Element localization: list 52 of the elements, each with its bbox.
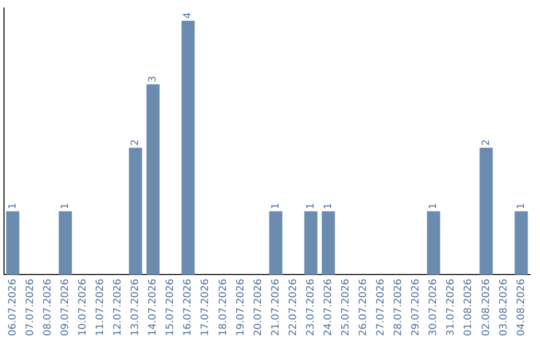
bar: [514, 211, 528, 275]
data-label: 1: [516, 202, 527, 210]
x-tick-label: 09.07.2026: [60, 278, 71, 336]
x-tick-label: 30.07.2026: [428, 278, 440, 336]
x-tick-label: 04.08.2026: [516, 278, 527, 336]
x-tick-label: 07.07.2026: [24, 278, 36, 336]
data-label: 1: [305, 202, 316, 210]
x-tick-label: 15.07.2026: [165, 278, 176, 336]
data-label: 3: [148, 76, 159, 82]
x-tick-label: 14.07.2026: [148, 278, 159, 336]
x-tick-label: 11.07.2026: [95, 278, 106, 336]
data-label: 1: [428, 202, 440, 210]
x-tick-label: 12.07.2026: [112, 278, 124, 336]
bar: [6, 211, 20, 275]
x-tick-label: 01.08.2026: [463, 278, 474, 336]
x-tick-label: 24.07.2026: [322, 278, 334, 336]
bar: [128, 148, 142, 275]
x-tick-label: 08.07.2026: [42, 278, 54, 336]
x-tick-label: 16.07.2026: [182, 278, 194, 336]
x-tick-label: 10.07.2026: [77, 278, 88, 336]
x-tick-label: 22.07.2026: [288, 278, 299, 336]
data-label: 2: [480, 139, 492, 146]
bar: [146, 84, 160, 275]
x-tick-label: 17.07.2026: [200, 278, 212, 336]
x-tick-label: 21.07.2026: [270, 278, 282, 336]
x-tick-label: 26.07.2026: [358, 278, 370, 336]
data-label: 4: [182, 12, 194, 19]
data-label: 1: [270, 202, 282, 210]
x-tick-label: 18.07.2026: [218, 278, 229, 336]
bar: [304, 211, 318, 275]
bar: [58, 211, 72, 275]
data-label: 1: [322, 202, 334, 210]
x-tick-label: 23.07.2026: [305, 278, 316, 336]
bar: [480, 148, 493, 275]
bar: [426, 211, 440, 275]
x-tick-label: 27.07.2026: [376, 278, 387, 336]
x-tick-label: 29.07.2026: [410, 278, 422, 336]
data-label: 2: [130, 139, 142, 146]
x-tick-label: 03.08.2026: [498, 278, 510, 336]
x-tick-label: 20.07.2026: [252, 278, 264, 336]
x-tick-label: 28.07.2026: [393, 278, 404, 336]
x-tick-label: 25.07.2026: [340, 278, 352, 336]
bar: [182, 20, 195, 275]
x-tick-label: 31.07.2026: [446, 278, 457, 336]
x-tick-label: 02.08.2026: [480, 278, 492, 336]
data-label: 1: [60, 202, 71, 210]
x-tick-label: 19.07.2026: [235, 278, 246, 336]
x-tick-label: 06.07.2026: [7, 278, 18, 336]
bar: [269, 211, 282, 275]
bar: [322, 211, 335, 275]
x-tick-label: 13.07.2026: [130, 278, 142, 336]
data-label: 1: [7, 202, 18, 210]
